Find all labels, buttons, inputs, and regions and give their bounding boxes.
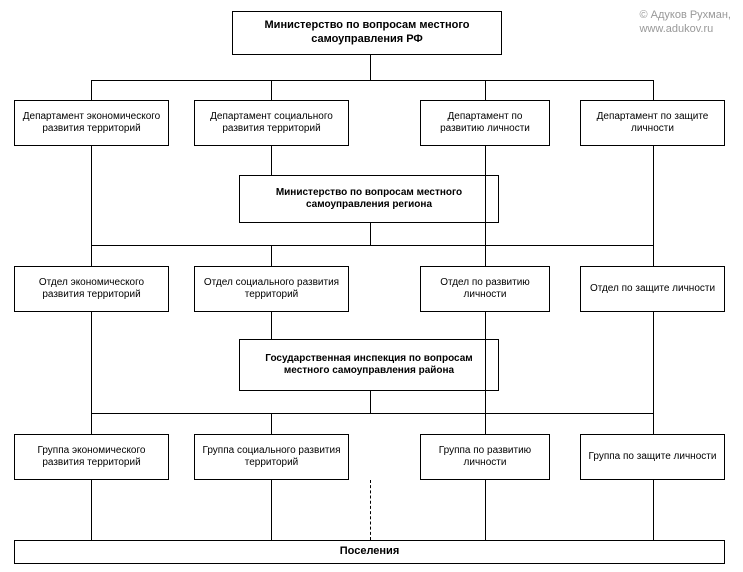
vline-19 [91,413,92,434]
hline-2 [91,413,653,414]
vline-6 [271,146,272,175]
vline-4 [653,80,654,100]
node-mid1: Министерство по вопросам местного самоуп… [239,175,499,223]
vline-12 [485,245,486,266]
node-d1: Департамент экономического развития терр… [14,100,169,146]
vline-7 [485,146,486,245]
vline-13 [653,245,654,266]
vline-15 [271,312,272,339]
vline-14 [91,312,92,413]
watermark-line1: © Адуков Рухман, [639,9,731,21]
node-g2: Группа социального развития территорий [194,434,349,480]
vline-8 [653,146,654,245]
node-d2: Департамент социального развития террито… [194,100,349,146]
vline-18 [370,391,371,413]
vline-9 [370,223,371,245]
vline-26 [653,480,654,540]
hline-0 [91,80,653,81]
vline-20 [271,413,272,434]
node-o4: Отдел по защите личности [580,266,725,312]
node-g1: Группа экономического развития территори… [14,434,169,480]
node-g4: Группа по защите личности [580,434,725,480]
vline-17 [653,312,654,413]
node-root: Министерство по вопросам местного самоуп… [232,11,502,55]
node-d4: Департамент по защите личности [580,100,725,146]
vline-0 [370,55,371,80]
hline-1 [91,245,653,246]
node-o2: Отдел социального развития территорий [194,266,349,312]
vline-23 [91,480,92,540]
vline-21 [485,413,486,434]
node-bottom: Поселения [14,540,725,564]
vline-22 [653,413,654,434]
node-o3: Отдел по развитию личности [420,266,550,312]
vline-16 [485,312,486,413]
dashed-0 [370,480,371,540]
vline-5 [91,146,92,245]
vline-1 [91,80,92,100]
vline-25 [485,480,486,540]
vline-11 [271,245,272,266]
node-d3: Департамент по развитию личности [420,100,550,146]
node-g3: Группа по развитию личности [420,434,550,480]
vline-24 [271,480,272,540]
vline-2 [271,80,272,100]
vline-10 [91,245,92,266]
vline-3 [485,80,486,100]
node-o1: Отдел экономического развития территорий [14,266,169,312]
watermark-line2: www.adukov.ru [639,23,713,35]
watermark: © Адуков Рухман, www.adukov.ru [639,8,731,37]
node-mid2: Государственная инспекция по вопросам ме… [239,339,499,391]
